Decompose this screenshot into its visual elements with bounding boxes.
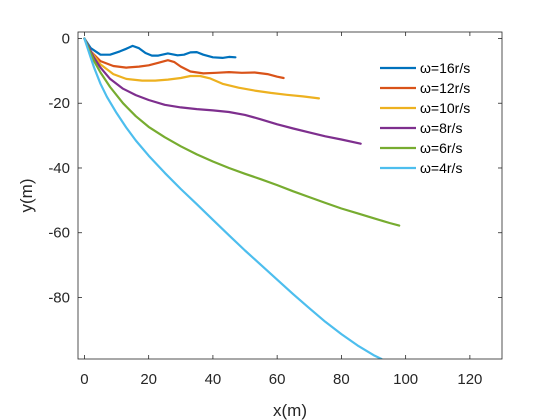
- y-tick-label: 0: [62, 30, 70, 47]
- x-tick-label: 100: [393, 371, 418, 388]
- x-axis-label: x(m): [273, 401, 307, 420]
- legend: ω=16r/s ω=12r/s ω=10r/s ω=8r/s ω=6r/s ω=4r/s: [380, 60, 470, 176]
- legend-label-4: ω=8r/s: [420, 120, 462, 136]
- y-axis-label: y(m): [17, 179, 36, 213]
- plot-background: [78, 32, 502, 359]
- axes-box: [77, 31, 503, 360]
- series-lines: [83, 37, 401, 359]
- x-tick-label: 80: [333, 371, 350, 388]
- y-tick-label: -40: [48, 160, 70, 177]
- y-tick-label: -60: [48, 225, 70, 242]
- ticks: 0 20 40 60 80 100 120 0 -20 -40 -60 -80: [48, 30, 502, 388]
- x-tick-label: 20: [140, 371, 157, 388]
- legend-label-5: ω=6r/s: [420, 140, 462, 156]
- x-tick-label: 60: [269, 371, 286, 388]
- series-line-5: [83, 37, 401, 227]
- legend-label-2: ω=12r/s: [420, 80, 470, 96]
- series-line-6: [83, 37, 383, 359]
- x-tick-label: 40: [205, 371, 222, 388]
- legend-label-6: ω=4r/s: [420, 160, 462, 176]
- series-line-3: [83, 37, 320, 100]
- series-line-4: [83, 37, 362, 145]
- x-tick-label: 120: [457, 371, 482, 388]
- y-tick-label: -80: [48, 289, 70, 306]
- axes: [77, 31, 503, 360]
- series-line-1: [83, 37, 237, 59]
- plot-area: [78, 32, 502, 359]
- legend-label-1: ω=16r/s: [420, 60, 470, 76]
- series-line-2: [83, 37, 285, 80]
- y-tick-label: -20: [48, 95, 70, 112]
- legend-label-3: ω=10r/s: [420, 100, 470, 116]
- x-tick-label: 0: [80, 371, 88, 388]
